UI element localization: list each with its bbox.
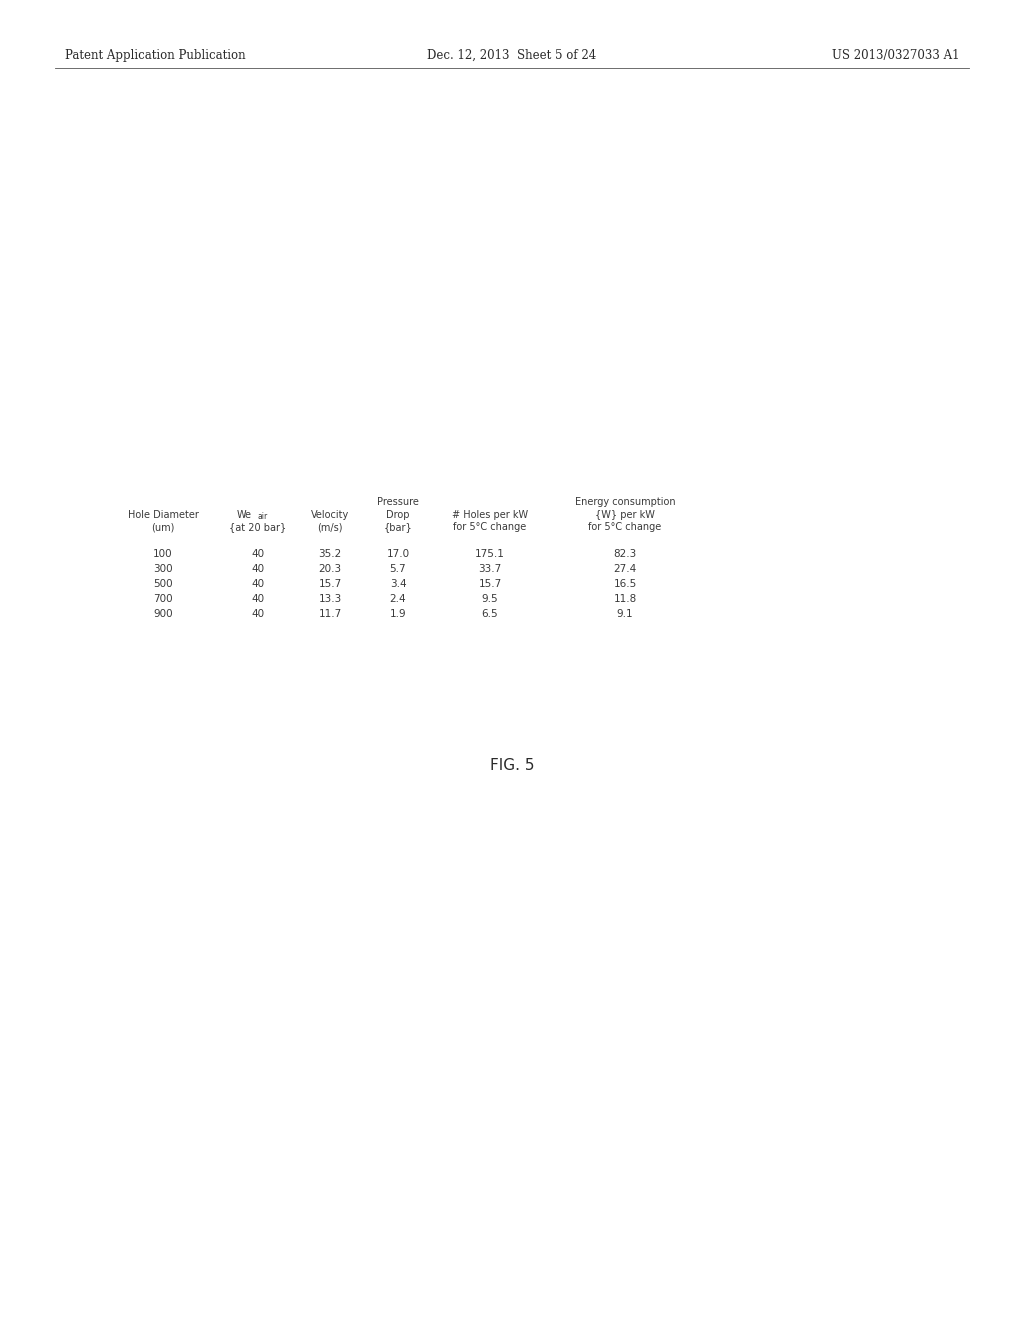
Text: 13.3: 13.3 bbox=[318, 594, 342, 605]
Text: Dec. 12, 2013  Sheet 5 of 24: Dec. 12, 2013 Sheet 5 of 24 bbox=[427, 49, 597, 62]
Text: 82.3: 82.3 bbox=[613, 549, 637, 558]
Text: 27.4: 27.4 bbox=[613, 564, 637, 574]
Text: 40: 40 bbox=[252, 609, 264, 619]
Text: 900: 900 bbox=[154, 609, 173, 619]
Text: Drop: Drop bbox=[386, 510, 410, 520]
Text: Patent Application Publication: Patent Application Publication bbox=[65, 49, 246, 62]
Text: 3.4: 3.4 bbox=[390, 579, 407, 589]
Text: 1.9: 1.9 bbox=[390, 609, 407, 619]
Text: 100: 100 bbox=[154, 549, 173, 558]
Text: for 5°C change: for 5°C change bbox=[454, 521, 526, 532]
Text: US 2013/0327033 A1: US 2013/0327033 A1 bbox=[833, 49, 961, 62]
Text: 20.3: 20.3 bbox=[318, 564, 342, 574]
Text: 5.7: 5.7 bbox=[390, 564, 407, 574]
Text: {at 20 bar}: {at 20 bar} bbox=[229, 521, 287, 532]
Text: 40: 40 bbox=[252, 564, 264, 574]
Text: FIG. 5: FIG. 5 bbox=[489, 758, 535, 774]
Text: {W} per kW: {W} per kW bbox=[595, 510, 655, 520]
Text: 35.2: 35.2 bbox=[318, 549, 342, 558]
Text: (m/s): (m/s) bbox=[317, 521, 343, 532]
Text: Pressure: Pressure bbox=[377, 498, 419, 507]
Text: {bar}: {bar} bbox=[384, 521, 413, 532]
Text: 6.5: 6.5 bbox=[481, 609, 499, 619]
Text: 9.5: 9.5 bbox=[481, 594, 499, 605]
Text: 40: 40 bbox=[252, 594, 264, 605]
Text: 40: 40 bbox=[252, 579, 264, 589]
Text: 300: 300 bbox=[154, 564, 173, 574]
Text: 15.7: 15.7 bbox=[478, 579, 502, 589]
Text: (um): (um) bbox=[152, 521, 175, 532]
Text: 17.0: 17.0 bbox=[386, 549, 410, 558]
Text: # Holes per kW: # Holes per kW bbox=[452, 510, 528, 520]
Text: Velocity: Velocity bbox=[311, 510, 349, 520]
Text: 9.1: 9.1 bbox=[616, 609, 633, 619]
Text: for 5°C change: for 5°C change bbox=[589, 521, 662, 532]
Text: 500: 500 bbox=[154, 579, 173, 589]
Text: air: air bbox=[258, 512, 268, 521]
Text: Energy consumption: Energy consumption bbox=[574, 498, 675, 507]
Text: 40: 40 bbox=[252, 549, 264, 558]
Text: 2.4: 2.4 bbox=[390, 594, 407, 605]
Text: 11.7: 11.7 bbox=[318, 609, 342, 619]
Text: 175.1: 175.1 bbox=[475, 549, 505, 558]
Text: 33.7: 33.7 bbox=[478, 564, 502, 574]
Text: 16.5: 16.5 bbox=[613, 579, 637, 589]
Text: 11.8: 11.8 bbox=[613, 594, 637, 605]
Text: Hole Diameter: Hole Diameter bbox=[128, 510, 199, 520]
Text: 15.7: 15.7 bbox=[318, 579, 342, 589]
Text: 700: 700 bbox=[154, 594, 173, 605]
Text: We: We bbox=[237, 510, 252, 520]
